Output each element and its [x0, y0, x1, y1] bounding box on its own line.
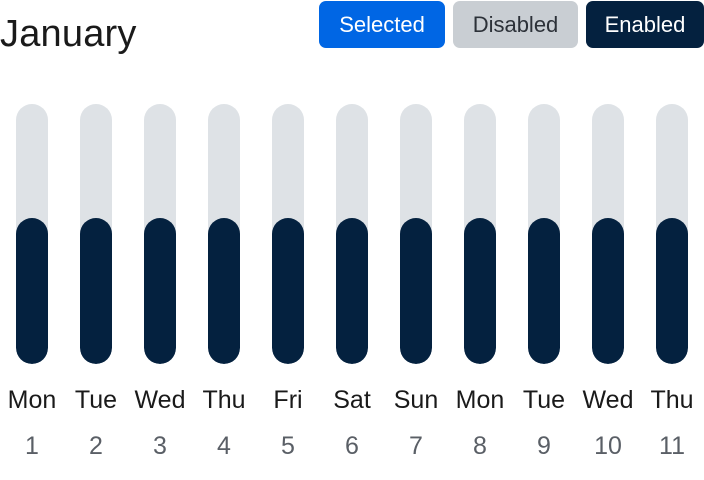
date-label: 7 — [409, 432, 423, 460]
weekday-label: Fri — [273, 386, 303, 414]
day-bar[interactable] — [592, 104, 624, 364]
day-bar[interactable] — [272, 104, 304, 364]
day-bar-fill — [144, 218, 176, 364]
day-bar[interactable] — [656, 104, 688, 364]
disabled-button[interactable]: Disabled — [453, 1, 578, 48]
weekday-label: Wed — [582, 386, 634, 414]
day-bar-fill — [656, 218, 688, 364]
date-label: 9 — [537, 432, 551, 460]
weekday-label: Tue — [522, 386, 566, 414]
day-bar-fill — [336, 218, 368, 364]
day-bar[interactable] — [144, 104, 176, 364]
weekday-label: Sun — [393, 386, 439, 414]
day-bar-fill — [16, 218, 48, 364]
selected-button[interactable]: Selected — [319, 1, 445, 48]
day-bar-fill — [592, 218, 624, 364]
date-label: 4 — [217, 432, 231, 460]
day-bar[interactable] — [528, 104, 560, 364]
date-label: 1 — [25, 432, 39, 460]
weekday-label: Thu — [202, 386, 246, 414]
weekday-label: Wed — [134, 386, 186, 414]
date-label: 6 — [345, 432, 359, 460]
weekday-label: Thu — [650, 386, 694, 414]
enabled-button[interactable]: Enabled — [586, 1, 704, 48]
date-label: 10 — [594, 432, 622, 460]
day-bar[interactable] — [464, 104, 496, 364]
date-label: 11 — [659, 432, 685, 460]
day-bar-fill — [80, 218, 112, 364]
weekday-label: Sat — [333, 386, 371, 414]
date-label: 5 — [281, 432, 295, 460]
date-label: 8 — [473, 432, 487, 460]
day-bar-fill — [528, 218, 560, 364]
day-bars — [0, 104, 704, 364]
date-label: 2 — [89, 432, 103, 460]
date-label: 3 — [153, 432, 167, 460]
day-bar-fill — [464, 218, 496, 364]
day-bar[interactable] — [16, 104, 48, 364]
weekday-label: Mon — [7, 386, 57, 414]
day-bar-fill — [272, 218, 304, 364]
day-bar[interactable] — [208, 104, 240, 364]
weekday-label: Tue — [74, 386, 118, 414]
weekday-label: Mon — [455, 386, 505, 414]
day-bar-fill — [400, 218, 432, 364]
day-bar[interactable] — [336, 104, 368, 364]
month-title: January — [0, 13, 137, 55]
day-bar[interactable] — [400, 104, 432, 364]
day-bar-fill — [208, 218, 240, 364]
day-bar[interactable] — [80, 104, 112, 364]
